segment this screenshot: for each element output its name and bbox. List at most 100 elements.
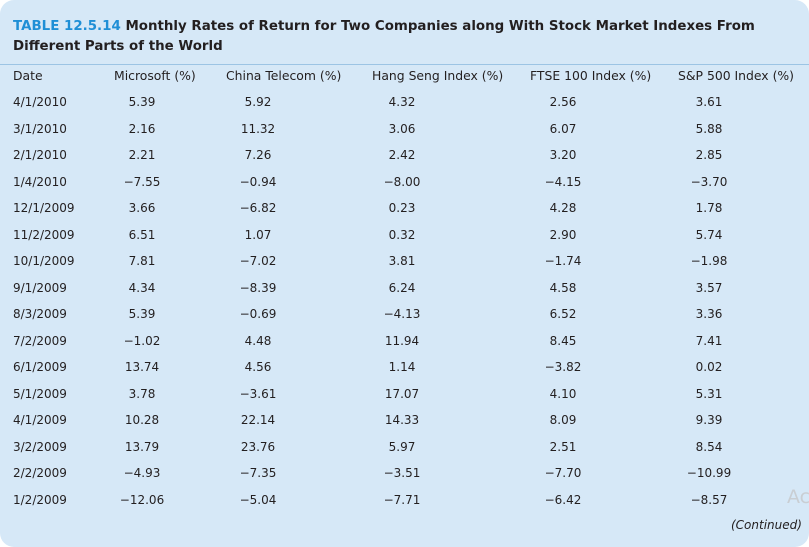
cell-date: 2/2/2009 [13, 466, 67, 480]
cell-microsoft: 13.74 [124, 360, 160, 374]
cell-sp-500: 5.74 [695, 227, 723, 242]
cell-hang-seng: −4.13 [383, 307, 421, 321]
cell-hang-seng: −8.00 [383, 174, 421, 189]
cell-china-telecom: 1.07 [244, 227, 272, 242]
cell-date: 2/1/2010 [13, 148, 67, 162]
cell-date: 1/4/2010 [13, 174, 67, 189]
table-row: 10/1/2009 7.81 −7.02 3.81 −1.74 −1.98 [0, 249, 809, 276]
cell-sp-500: 3.57 [695, 280, 723, 295]
cell-china-telecom: −7.02 [239, 254, 277, 268]
cell-date: 3/2/2009 [13, 439, 67, 454]
table-row: 4/1/2010 5.39 5.92 4.32 2.56 3.61 [0, 90, 809, 117]
cell-hang-seng: 2.42 [388, 148, 416, 162]
table-row: 3/1/2010 2.16 11.32 3.06 6.07 5.88 [0, 117, 809, 144]
cell-china-telecom: −5.04 [239, 492, 277, 507]
cell-sp-500: −8.57 [690, 492, 728, 507]
table-row: 4/1/2009 10.28 22.14 14.33 8.09 9.39 [0, 408, 809, 435]
cell-hang-seng: 17.07 [384, 386, 420, 401]
column-header-china-telecom: China Telecom (%) [226, 68, 342, 83]
table-row: 3/2/2009 13.79 23.76 5.97 2.51 8.54 [0, 435, 809, 462]
cell-china-telecom: −0.94 [239, 174, 277, 189]
cell-date: 4/1/2010 [13, 95, 67, 109]
cell-sp-500: 3.36 [695, 307, 723, 321]
cell-hang-seng: 5.97 [388, 439, 416, 454]
cell-hang-seng: 1.14 [388, 360, 416, 374]
cell-date: 5/1/2009 [13, 386, 67, 401]
cell-microsoft: −4.93 [123, 466, 161, 480]
cell-date: 11/2/2009 [13, 227, 75, 242]
table-row: 8/3/2009 5.39 −0.69 −4.13 6.52 3.36 [0, 302, 809, 329]
column-header-sp-500: S&P 500 Index (%) [678, 68, 795, 83]
cell-ftse-100: 2.51 [549, 439, 577, 454]
table-title: TABLE 12.5.14 Monthly Rates of Return fo… [13, 17, 783, 57]
cell-hang-seng: 3.81 [388, 254, 416, 268]
cell-ftse-100: −7.70 [544, 466, 582, 480]
cell-ftse-100: 3.20 [549, 148, 577, 162]
table-row: 7/2/2009 −1.02 4.48 11.94 8.45 7.41 [0, 329, 809, 356]
cell-sp-500: 5.31 [695, 386, 723, 401]
cell-ftse-100: 4.58 [549, 280, 577, 295]
cell-ftse-100: 2.56 [549, 95, 577, 109]
watermark: Ac [787, 486, 809, 508]
cell-microsoft: −7.55 [123, 174, 161, 189]
cell-ftse-100: 8.09 [549, 413, 577, 427]
cell-sp-500: 7.41 [695, 333, 723, 348]
cell-microsoft: 13.79 [124, 439, 160, 454]
cell-sp-500: 1.78 [695, 201, 723, 215]
cell-sp-500: 3.61 [695, 95, 723, 109]
cell-microsoft: 7.81 [128, 254, 156, 268]
cell-microsoft: 4.34 [128, 280, 156, 295]
cell-china-telecom: −8.39 [239, 280, 277, 295]
table-row: 2/2/2009 −4.93 −7.35 −3.51 −7.70 −10.99 [0, 461, 809, 488]
cell-hang-seng: 3.06 [388, 121, 416, 136]
cell-date: 12/1/2009 [13, 201, 75, 215]
cell-microsoft: 10.28 [124, 413, 160, 427]
cell-microsoft: 6.51 [128, 227, 156, 242]
cell-hang-seng: 4.32 [388, 95, 416, 109]
cell-date: 10/1/2009 [13, 254, 75, 268]
header-divider [0, 64, 809, 65]
table-row: 11/2/2009 6.51 1.07 0.32 2.90 5.74 [0, 223, 809, 250]
table-title-text: Monthly Rates of Return for Two Companie… [13, 19, 755, 54]
table-body: 4/1/2010 5.39 5.92 4.32 2.56 3.61 3/1/2010 2.16… [0, 90, 809, 514]
cell-sp-500: −10.99 [686, 466, 732, 480]
cell-sp-500: 2.85 [695, 148, 723, 162]
cell-ftse-100: −1.74 [544, 254, 582, 268]
cell-china-telecom: 22.14 [240, 413, 276, 427]
table-row: 9/1/2009 4.34 −8.39 6.24 4.58 3.57 [0, 276, 809, 303]
cell-microsoft: 3.78 [128, 386, 156, 401]
table-row: 2/1/2010 2.21 7.26 2.42 3.20 2.85 [0, 143, 809, 170]
cell-ftse-100: 8.45 [549, 333, 577, 348]
cell-hang-seng: 11.94 [384, 333, 420, 348]
cell-sp-500: 0.02 [695, 360, 723, 374]
cell-date: 7/2/2009 [13, 333, 67, 348]
cell-microsoft: −12.06 [119, 492, 165, 507]
cell-date: 4/1/2009 [13, 413, 67, 427]
cell-china-telecom: 23.76 [240, 439, 276, 454]
cell-microsoft: 2.21 [128, 148, 156, 162]
cell-microsoft: 5.39 [128, 307, 156, 321]
cell-sp-500: −1.98 [690, 254, 728, 268]
table-header-row: Date Microsoft (%) China Telecom (%) Han… [0, 65, 809, 87]
table-row: 5/1/2009 3.78 −3.61 17.07 4.10 5.31 [0, 382, 809, 409]
cell-china-telecom: 4.56 [244, 360, 272, 374]
table-row: 1/4/2010 −7.55 −0.94 −8.00 −4.15 −3.70 [0, 170, 809, 197]
cell-ftse-100: 6.52 [549, 307, 577, 321]
cell-sp-500: −3.70 [690, 174, 728, 189]
cell-china-telecom: 5.92 [244, 95, 272, 109]
cell-microsoft: 2.16 [128, 121, 156, 136]
cell-hang-seng: −7.71 [383, 492, 421, 507]
cell-date: 3/1/2010 [13, 121, 67, 136]
table-row: 12/1/2009 3.66 −6.82 0.23 4.28 1.78 [0, 196, 809, 223]
table-number: TABLE 12.5.14 [13, 19, 121, 34]
cell-china-telecom: 7.26 [244, 148, 272, 162]
cell-ftse-100: −3.82 [544, 360, 582, 374]
cell-ftse-100: 6.07 [549, 121, 577, 136]
cell-hang-seng: 6.24 [388, 280, 416, 295]
cell-sp-500: 5.88 [695, 121, 723, 136]
cell-date: 1/2/2009 [13, 492, 67, 507]
cell-china-telecom: −3.61 [239, 386, 277, 401]
cell-ftse-100: −6.42 [544, 492, 582, 507]
cell-china-telecom: 4.48 [244, 333, 272, 348]
